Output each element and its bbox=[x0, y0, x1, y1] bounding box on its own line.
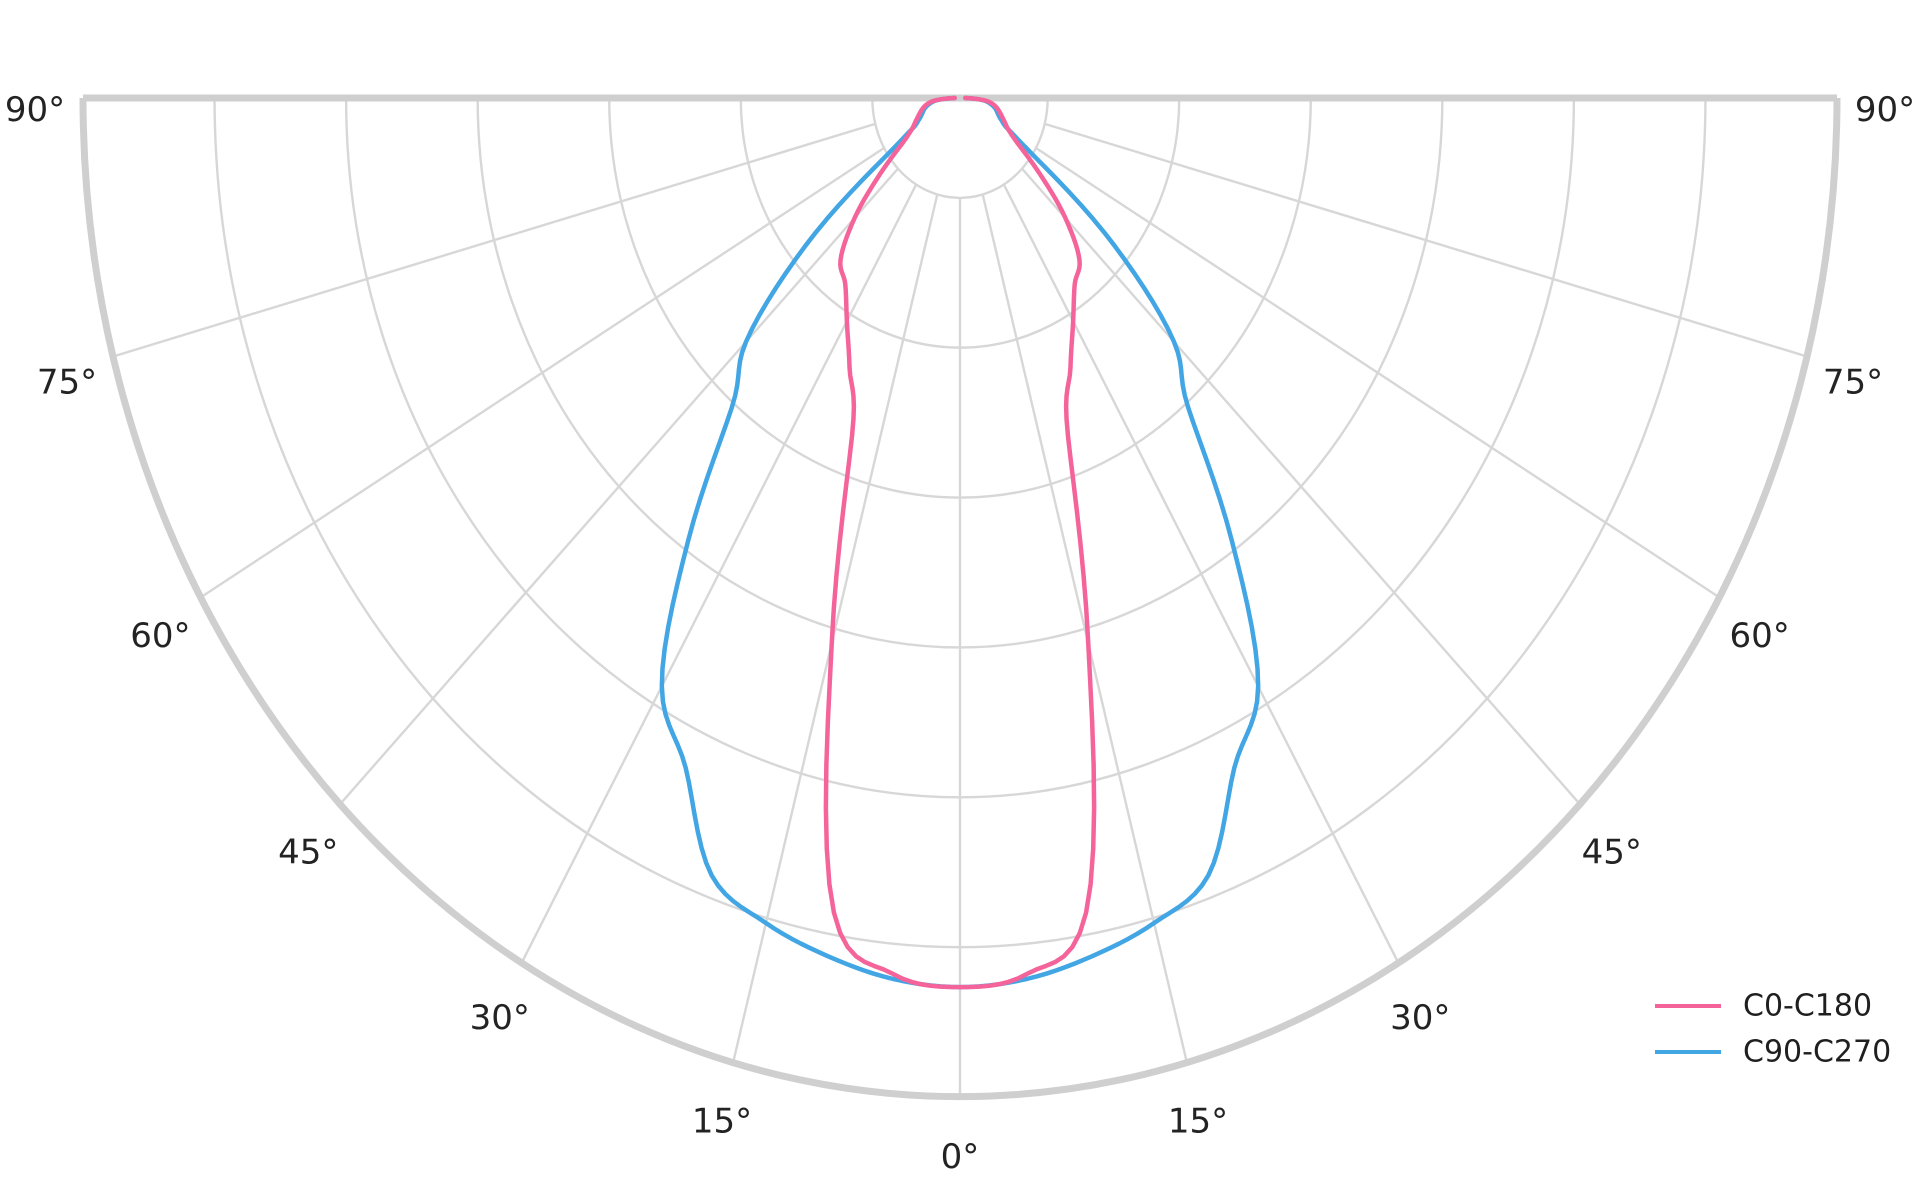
angle-tick-label: 30° bbox=[470, 998, 530, 1038]
curve-c0-c180 bbox=[823, 95, 1097, 990]
grid-radial-line bbox=[338, 167, 899, 806]
legend-label-c0-c180: C0-C180 bbox=[1743, 989, 1872, 1024]
grid-radial-line bbox=[731, 194, 939, 1064]
angle-tick-label: 30° bbox=[1390, 998, 1450, 1038]
polar-grid bbox=[112, 97, 1808, 1097]
grid-radial-line bbox=[1035, 146, 1721, 599]
angle-tick-label: 45° bbox=[1582, 832, 1642, 872]
angle-tick-label: 15° bbox=[692, 1102, 752, 1142]
angle-tick-label: 60° bbox=[130, 616, 190, 656]
polar-outer-boundary bbox=[79, 94, 1841, 1101]
angle-tick-label: 90° bbox=[5, 90, 65, 130]
grid-radial-line bbox=[1044, 122, 1808, 358]
grid-radial-line bbox=[112, 122, 876, 358]
legend-label-c90-c270: C90-C270 bbox=[1743, 1035, 1891, 1070]
angle-tick-label: 45° bbox=[278, 832, 338, 872]
boundary-outer-arc bbox=[79, 97, 1841, 1101]
angle-tick-label: 0° bbox=[941, 1137, 980, 1177]
grid-radial-line bbox=[199, 146, 885, 599]
chart-legend: C0-C180 C90-C270 bbox=[1655, 989, 1891, 1070]
grid-radial-line bbox=[1002, 183, 1400, 964]
angle-tick-label: 15° bbox=[1168, 1102, 1228, 1142]
grid-radial-line bbox=[981, 194, 1189, 1064]
angle-tick-label: 75° bbox=[37, 363, 97, 403]
intensity-curves bbox=[659, 95, 1261, 990]
angle-tick-label: 90° bbox=[1855, 90, 1915, 130]
grid-radial-line bbox=[520, 183, 918, 964]
grid-radial-line bbox=[1021, 167, 1582, 806]
angle-tick-label: 60° bbox=[1729, 616, 1789, 656]
angle-tick-label: 75° bbox=[1823, 363, 1883, 403]
angle-tick-labels: 0° 15° 15° 30° 30° 45° 45° 60° 60° 75° 75° 90° 90° bbox=[5, 90, 1915, 1177]
